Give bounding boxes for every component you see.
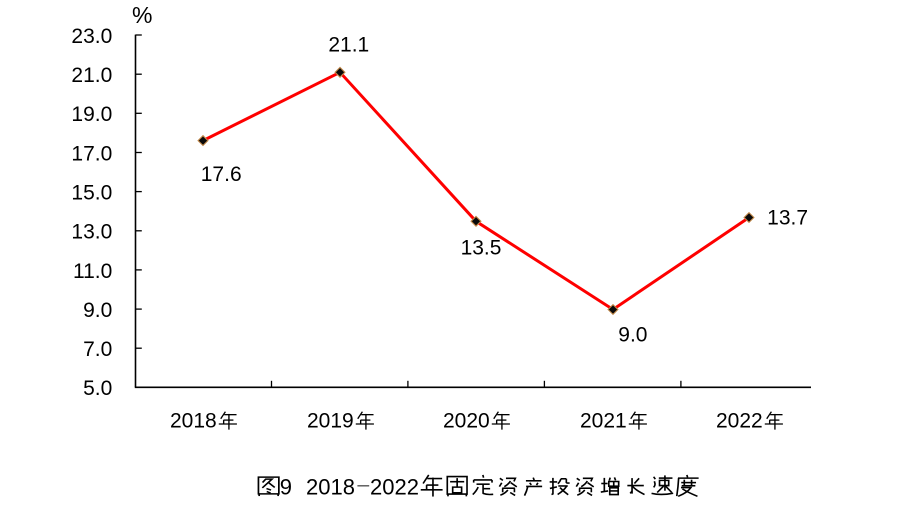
svg-text:9.0: 9.0 (83, 299, 112, 322)
svg-text:%: % (132, 2, 152, 28)
svg-text:9.0: 9.0 (618, 324, 647, 347)
svg-text:15.0: 15.0 (71, 182, 112, 205)
svg-text:2020: 2020 (443, 410, 490, 433)
svg-text:7.0: 7.0 (83, 338, 112, 361)
svg-text:21.0: 21.0 (71, 64, 112, 87)
svg-text:2022: 2022 (370, 474, 419, 499)
svg-text:2019: 2019 (307, 410, 354, 433)
svg-text:2018: 2018 (170, 410, 217, 433)
svg-text:2022: 2022 (716, 410, 763, 433)
svg-text:5.0: 5.0 (83, 377, 112, 400)
svg-text:2021: 2021 (580, 410, 627, 433)
svg-text:19.0: 19.0 (71, 103, 112, 126)
svg-text:9: 9 (280, 474, 292, 499)
svg-text:13.7: 13.7 (767, 207, 808, 230)
svg-text:13.0: 13.0 (71, 221, 112, 244)
svg-text:17.0: 17.0 (71, 142, 112, 165)
svg-text:17.6: 17.6 (201, 163, 242, 186)
svg-text:21.1: 21.1 (328, 34, 369, 57)
svg-text:13.5: 13.5 (461, 237, 502, 260)
svg-text:2018: 2018 (306, 474, 355, 499)
svg-text:11.0: 11.0 (73, 260, 112, 283)
svg-text:23.0: 23.0 (71, 25, 112, 48)
